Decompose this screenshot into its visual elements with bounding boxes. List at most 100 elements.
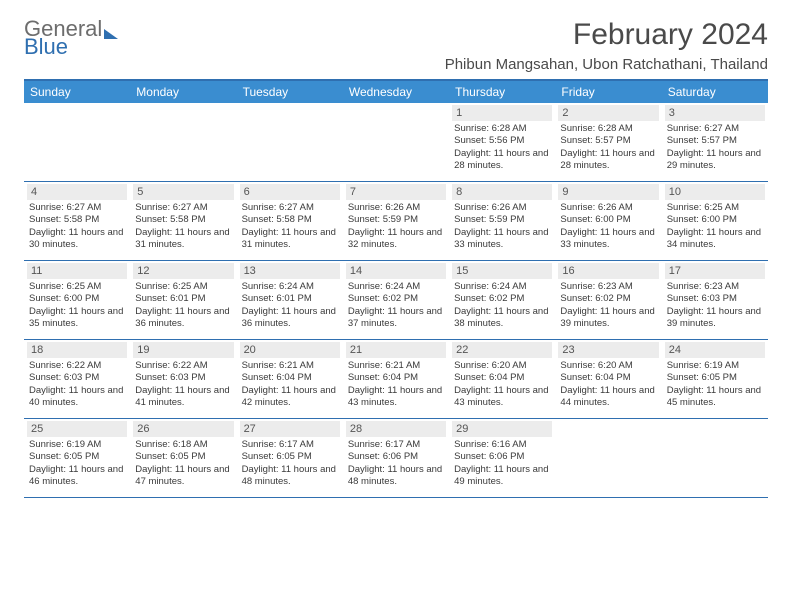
day-number: 14 <box>346 263 446 279</box>
sunset-text: Sunset: 6:06 PM <box>454 451 550 463</box>
sunset-text: Sunset: 6:02 PM <box>560 293 656 305</box>
sunrise-text: Sunrise: 6:20 AM <box>560 360 656 372</box>
sunrise-text: Sunrise: 6:28 AM <box>560 123 656 135</box>
day-detail: Sunrise: 6:28 AMSunset: 5:56 PMDaylight:… <box>452 123 552 172</box>
daylight-text: Daylight: 11 hours and 40 minutes. <box>29 385 125 410</box>
daylight-text: Daylight: 11 hours and 41 minutes. <box>135 385 231 410</box>
day-number: 9 <box>558 184 658 200</box>
day-number: 6 <box>240 184 340 200</box>
sunset-text: Sunset: 6:06 PM <box>348 451 444 463</box>
day-detail: Sunrise: 6:25 AMSunset: 6:01 PMDaylight:… <box>133 281 233 330</box>
sunrise-text: Sunrise: 6:26 AM <box>348 202 444 214</box>
sunrise-text: Sunrise: 6:19 AM <box>667 360 763 372</box>
day-cell: 4Sunrise: 6:27 AMSunset: 5:58 PMDaylight… <box>24 182 130 260</box>
day-cell: 17Sunrise: 6:23 AMSunset: 6:03 PMDayligh… <box>662 261 768 339</box>
daylight-text: Daylight: 11 hours and 28 minutes. <box>560 148 656 173</box>
sunrise-text: Sunrise: 6:27 AM <box>29 202 125 214</box>
daylight-text: Daylight: 11 hours and 35 minutes. <box>29 306 125 331</box>
sunset-text: Sunset: 6:05 PM <box>667 372 763 384</box>
sunset-text: Sunset: 6:04 PM <box>454 372 550 384</box>
sunrise-text: Sunrise: 6:24 AM <box>242 281 338 293</box>
day-cell: 11 Sunrise: 6:25 AMSunset: 6:00 PMDayligh… <box>24 261 130 339</box>
week-row: 18Sunrise: 6:22 AMSunset: 6:03 PMDayligh… <box>24 340 768 419</box>
day-cell: 7Sunrise: 6:26 AMSunset: 5:59 PMDaylight… <box>343 182 449 260</box>
day-detail: Sunrise: 6:17 AMSunset: 6:05 PMDaylight:… <box>240 439 340 488</box>
sunrise-text: Sunrise: 6:26 AM <box>560 202 656 214</box>
day-detail: Sunrise: 6:24 AMSunset: 6:01 PMDaylight:… <box>240 281 340 330</box>
day-number: 21 <box>346 342 446 358</box>
day-number: 20 <box>240 342 340 358</box>
sunrise-text: Sunrise: 6:25 AM <box>29 281 125 293</box>
daylight-text: Daylight: 11 hours and 31 minutes. <box>135 227 231 252</box>
sunrise-text: Sunrise: 6:22 AM <box>29 360 125 372</box>
day-cell: 18Sunrise: 6:22 AMSunset: 6:03 PMDayligh… <box>24 340 130 418</box>
sunrise-text: Sunrise: 6:21 AM <box>242 360 338 372</box>
day-detail: Sunrise: 6:17 AMSunset: 6:06 PMDaylight:… <box>346 439 446 488</box>
sunrise-text: Sunrise: 6:16 AM <box>454 439 550 451</box>
sunset-text: Sunset: 6:04 PM <box>348 372 444 384</box>
sunrise-text: Sunrise: 6:26 AM <box>454 202 550 214</box>
day-detail: Sunrise: 6:27 AMSunset: 5:58 PMDaylight:… <box>27 202 127 251</box>
sunrise-text: Sunrise: 6:24 AM <box>348 281 444 293</box>
sunset-text: Sunset: 5:57 PM <box>560 135 656 147</box>
day-cell: 6 Sunrise: 6:27 AMSunset: 5:58 PMDaylight… <box>237 182 343 260</box>
title-block: February 2024 Phibun Mangsahan, Ubon Rat… <box>445 18 768 73</box>
weeks-container: 1Sunrise: 6:28 AMSunset: 5:56 PMDaylight… <box>24 103 768 498</box>
sunset-text: Sunset: 6:00 PM <box>29 293 125 305</box>
sunset-text: Sunset: 5:57 PM <box>667 135 763 147</box>
header: General Blue February 2024 Phibun Mangsa… <box>24 18 768 73</box>
day-detail: Sunrise: 6:25 AMSunset: 6:00 PMDaylight:… <box>665 202 765 251</box>
sunrise-text: Sunrise: 6:27 AM <box>135 202 231 214</box>
day-cell: 24Sunrise: 6:19 AMSunset: 6:05 PMDayligh… <box>662 340 768 418</box>
day-cell <box>555 419 661 497</box>
sunset-text: Sunset: 6:03 PM <box>667 293 763 305</box>
day-number: 11 <box>27 263 127 279</box>
daylight-text: Daylight: 11 hours and 39 minutes. <box>667 306 763 331</box>
day-detail: Sunrise: 6:25 AMSunset: 6:00 PMDaylight:… <box>27 281 127 330</box>
day-number: 29 <box>452 421 552 437</box>
day-number: 15 <box>452 263 552 279</box>
day-detail: Sunrise: 6:26 AMSunset: 6:00 PMDaylight:… <box>558 202 658 251</box>
sunset-text: Sunset: 6:05 PM <box>242 451 338 463</box>
day-detail: Sunrise: 6:27 AMSunset: 5:58 PMDaylight:… <box>240 202 340 251</box>
day-number: 27 <box>240 421 340 437</box>
day-cell: 22Sunrise: 6:20 AMSunset: 6:04 PMDayligh… <box>449 340 555 418</box>
day-detail: Sunrise: 6:20 AMSunset: 6:04 PMDaylight:… <box>558 360 658 409</box>
day-number: 19 <box>133 342 233 358</box>
day-detail: Sunrise: 6:23 AMSunset: 6:03 PMDaylight:… <box>665 281 765 330</box>
day-detail: Sunrise: 6:27 AMSunset: 5:58 PMDaylight:… <box>133 202 233 251</box>
day-number: 13 <box>240 263 340 279</box>
brand-logo: General Blue <box>24 18 118 58</box>
day-cell: 20Sunrise: 6:21 AMSunset: 6:04 PMDayligh… <box>237 340 343 418</box>
day-number: 10 <box>665 184 765 200</box>
daylight-text: Daylight: 11 hours and 31 minutes. <box>242 227 338 252</box>
day-number: 3 <box>665 105 765 121</box>
daylight-text: Daylight: 11 hours and 43 minutes. <box>454 385 550 410</box>
sunrise-text: Sunrise: 6:23 AM <box>667 281 763 293</box>
sunset-text: Sunset: 6:00 PM <box>667 214 763 226</box>
day-header-sunday: Sunday <box>24 81 130 103</box>
daylight-text: Daylight: 11 hours and 45 minutes. <box>667 385 763 410</box>
day-number: 2 <box>558 105 658 121</box>
day-cell: 9 Sunrise: 6:26 AMSunset: 6:00 PMDaylight… <box>555 182 661 260</box>
week-row: 25Sunrise: 6:19 AMSunset: 6:05 PMDayligh… <box>24 419 768 498</box>
daylight-text: Daylight: 11 hours and 43 minutes. <box>348 385 444 410</box>
daylight-text: Daylight: 11 hours and 44 minutes. <box>560 385 656 410</box>
sunset-text: Sunset: 5:58 PM <box>29 214 125 226</box>
brand-triangle-icon <box>104 29 118 39</box>
daylight-text: Daylight: 11 hours and 32 minutes. <box>348 227 444 252</box>
day-cell: 21Sunrise: 6:21 AMSunset: 6:04 PMDayligh… <box>343 340 449 418</box>
day-header-friday: Friday <box>555 81 661 103</box>
day-number: 18 <box>27 342 127 358</box>
sunrise-text: Sunrise: 6:24 AM <box>454 281 550 293</box>
day-detail: Sunrise: 6:20 AMSunset: 6:04 PMDaylight:… <box>452 360 552 409</box>
day-number: 16 <box>558 263 658 279</box>
daylight-text: Daylight: 11 hours and 36 minutes. <box>242 306 338 331</box>
day-cell: 23Sunrise: 6:20 AMSunset: 6:04 PMDayligh… <box>555 340 661 418</box>
sunset-text: Sunset: 6:01 PM <box>242 293 338 305</box>
day-cell: 27 Sunrise: 6:17 AMSunset: 6:05 PMDayligh… <box>237 419 343 497</box>
sunrise-text: Sunrise: 6:25 AM <box>135 281 231 293</box>
day-header-saturday: Saturday <box>662 81 768 103</box>
sunset-text: Sunset: 6:01 PM <box>135 293 231 305</box>
daylight-text: Daylight: 11 hours and 42 minutes. <box>242 385 338 410</box>
